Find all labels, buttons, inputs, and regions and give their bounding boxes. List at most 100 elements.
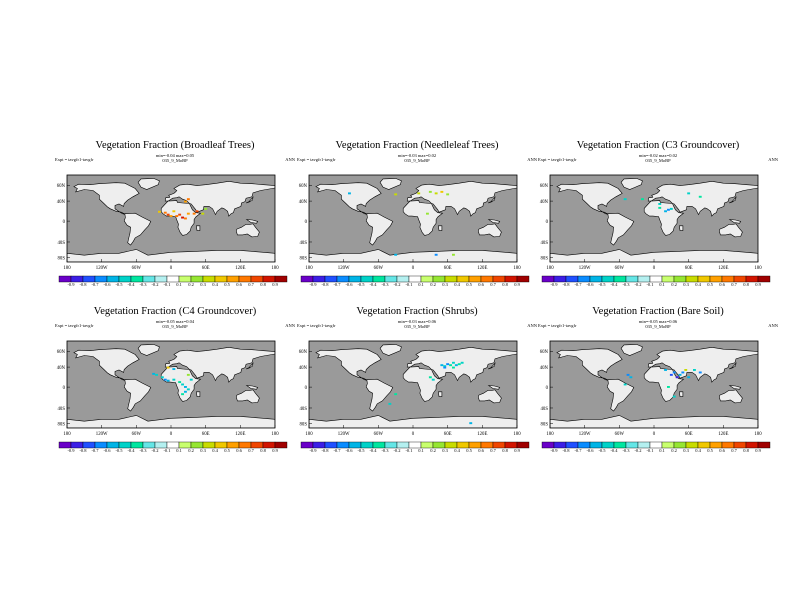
data-cell: [452, 366, 455, 369]
colorbar: [300, 441, 530, 449]
colorbar-label: -0.8: [79, 448, 87, 453]
data-cell: [204, 207, 208, 210]
colorbar-label: 0.6: [719, 448, 725, 453]
colorbar-label: 0.2: [188, 282, 194, 287]
expt-label: Expt = tavgfr1-tavgfr: [55, 157, 94, 162]
data-cell: [452, 361, 455, 364]
expt-label: Expt = tavgfr1-tavgfr: [55, 323, 94, 328]
colorbar-label: -0.2: [151, 448, 159, 453]
colorbar-label: -0.4: [369, 448, 377, 453]
colorbar-label: 0.3: [683, 282, 689, 287]
x-tick-label: 120W: [338, 432, 350, 437]
x-tick-label: 120E: [477, 432, 487, 437]
landmass-antarctica: [67, 415, 275, 428]
colorbar: [541, 275, 771, 283]
landmass-madagascar: [679, 225, 684, 231]
data-cell: [172, 368, 176, 371]
y-tick-label: 0: [305, 386, 308, 391]
colorbar-swatch: [757, 275, 771, 283]
colorbar-label: -0.4: [127, 448, 135, 453]
landmass-australia: [235, 223, 260, 238]
colorbar-label: 0.7: [731, 448, 737, 453]
colorbar-label: -0.6: [103, 282, 111, 287]
colorbar-label: 0.4: [454, 448, 460, 453]
y-tick-label: 80S: [541, 422, 549, 427]
data-cell: [684, 369, 688, 371]
colorbar-label: -0.2: [634, 448, 642, 453]
colorbar-label: -0.1: [405, 282, 413, 287]
colorbar-label: 0.6: [478, 448, 484, 453]
landmass-new-guinea: [728, 219, 742, 224]
landmass-greenland: [137, 344, 160, 356]
x-tick-label: 180: [305, 432, 313, 437]
colorbar-label: 0.9: [272, 282, 278, 287]
season-label: ANN: [527, 323, 537, 328]
data-cell: [184, 217, 187, 220]
land-layer: [309, 178, 517, 262]
y-tick-label: 40S: [58, 407, 66, 412]
land-layer: [550, 178, 758, 262]
x-tick-label: 0: [170, 266, 173, 271]
data-cell: [693, 369, 696, 371]
landmass-south-america: [606, 212, 635, 246]
data-cell: [698, 195, 702, 198]
y-tick-label: 40S: [300, 407, 308, 412]
colorbar-labels: -0.9 -0.8 -0.7 -0.6 -0.5 -0.4 -0.3 -0.2 -0.1 0.1 0…: [541, 282, 769, 290]
y-tick-label: 40S: [541, 407, 549, 412]
colorbar-label: 0.1: [418, 282, 424, 287]
landmass-greenland: [620, 178, 643, 190]
y-tick-label: 60N: [540, 350, 549, 355]
map-container: 60N 40N 0 40S 80S 180 120W 60W 0 60E 120E 180: [538, 167, 774, 278]
data-cell: [166, 379, 170, 382]
y-tick-label: 80S: [300, 422, 308, 427]
panel-title: Vegetation Fraction (Broadleaf Trees): [95, 140, 255, 151]
colorbar-label: -0.3: [622, 448, 630, 453]
data-cell: [169, 215, 173, 218]
colorbar-label: -0.8: [562, 282, 570, 287]
landmass-new-guinea: [728, 385, 742, 390]
case-label: 035_9_MoBP: [645, 324, 671, 329]
landmass-australia: [718, 223, 743, 238]
data-cell: [446, 363, 450, 366]
range-text: min=-0.04 max=0.05: [155, 153, 195, 158]
map-plot: 60N 40N 0 40S 80S 180 120W 60W 0 60E 120E 180: [540, 340, 762, 437]
landmass-eurasia: [647, 180, 758, 217]
range-text: min=-0.05 max=0.04: [155, 319, 195, 324]
colorbar-label: 0.7: [248, 282, 254, 287]
landmass-japan: [728, 196, 737, 204]
landmass-madagascar: [196, 225, 201, 231]
colorbar-label: -0.4: [610, 282, 618, 287]
landmass-australia: [718, 389, 743, 404]
colorbar-label: 0.3: [442, 448, 448, 453]
colorbar-label: 0.2: [671, 448, 677, 453]
map-plot: 60N 40N 0 40S 80S 180 120W 60W 0 60E 120E 180: [57, 174, 279, 271]
landmass-new-guinea: [487, 385, 501, 390]
data-cell: [181, 216, 184, 219]
data-cell: [152, 372, 156, 375]
data-cell: [452, 253, 455, 256]
map-container: 60N 40N 0 40S 80S 180 120W 60W 0 60E 120E 180: [297, 333, 533, 444]
panel-title: Vegetation Fraction (Bare Soil): [592, 306, 724, 317]
colorbar-labels: -0.9 -0.8 -0.7 -0.6 -0.5 -0.4 -0.3 -0.2 -0.1 0.1 0…: [541, 448, 769, 456]
colorbar-label: 0.5: [707, 282, 713, 287]
data-cell: [626, 373, 630, 376]
colorbar-label: 0.6: [236, 282, 242, 287]
x-tick-label: 120E: [477, 266, 487, 271]
landmass-eurasia: [164, 180, 275, 217]
data-cell: [426, 212, 429, 215]
colorbar-label: -0.4: [610, 448, 618, 453]
colorbar-label: 0.8: [502, 448, 508, 453]
x-tick-label: 120E: [235, 432, 245, 437]
data-cells: [348, 190, 455, 256]
data-cell: [675, 376, 679, 379]
panel-title: Vegetation Fraction (C3 Groundcover): [576, 140, 740, 151]
data-cell: [460, 361, 464, 364]
x-tick-label: 60E: [202, 266, 210, 271]
colorbar-label: -0.6: [345, 448, 353, 453]
landmass-eurasia: [406, 180, 517, 217]
x-tick-label: 60E: [685, 266, 693, 271]
colorbar-label: -0.5: [357, 282, 365, 287]
colorbar: [58, 441, 288, 449]
x-tick-label: 0: [170, 432, 173, 437]
landmass-south-america: [365, 212, 394, 246]
